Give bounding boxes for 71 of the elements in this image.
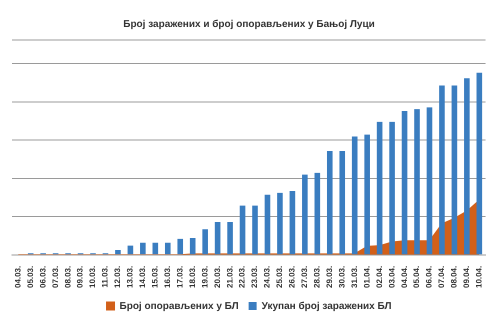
bar bbox=[164, 242, 171, 254]
bar bbox=[140, 242, 146, 254]
x-tick-label: 01.04. bbox=[362, 266, 372, 288]
x-tick-label: 04.03. bbox=[13, 266, 22, 288]
bar bbox=[190, 238, 196, 254]
bar bbox=[264, 194, 270, 254]
bar bbox=[252, 206, 258, 254]
bar bbox=[115, 250, 121, 254]
x-tick-label: 22.03. bbox=[238, 266, 247, 288]
x-tick-label: 31.03. bbox=[350, 266, 359, 288]
bar bbox=[290, 191, 296, 254]
x-tick-label: 23.03. bbox=[250, 266, 260, 288]
bar bbox=[389, 122, 395, 254]
x-tick-label: 29.03. bbox=[324, 266, 334, 288]
x-tick-label: 21.03. bbox=[225, 266, 234, 288]
x-tick-label: 18.03. bbox=[188, 266, 197, 288]
bar bbox=[314, 172, 320, 254]
x-tick-label: 14.03. bbox=[138, 266, 148, 288]
x-tick-label: 09.03. bbox=[76, 266, 85, 288]
bar bbox=[240, 206, 246, 254]
bar bbox=[426, 107, 432, 254]
x-tick-label: 07.04. bbox=[437, 266, 446, 288]
bar bbox=[277, 192, 283, 254]
bar bbox=[214, 222, 220, 254]
x-tick-label: 04.04. bbox=[400, 266, 409, 288]
bar bbox=[452, 86, 458, 254]
x-tick-label: 07.03. bbox=[50, 266, 60, 288]
x-tick-label: 02.04. bbox=[374, 266, 384, 288]
x-tick-label: 17.03. bbox=[175, 266, 184, 288]
x-tick-label: 05.03. bbox=[26, 266, 35, 288]
x-tick-label: 20.03. bbox=[212, 266, 222, 288]
x-tick-label: 24.03. bbox=[262, 266, 272, 288]
bar bbox=[177, 238, 184, 254]
bar bbox=[352, 136, 358, 254]
x-tick-label: 25.03. bbox=[275, 266, 284, 288]
x-tick-label: 26.03. bbox=[288, 266, 297, 288]
bar bbox=[326, 151, 333, 254]
chart-title: Број заражених и број опорављених у Бањој Луци bbox=[123, 18, 375, 30]
bar bbox=[339, 151, 346, 254]
bar bbox=[302, 174, 308, 254]
x-tick-label: 08.04. bbox=[450, 266, 459, 288]
bar bbox=[376, 122, 382, 254]
x-tick-label: 09.04. bbox=[462, 266, 472, 288]
x-tick-label: 27.03. bbox=[300, 266, 310, 288]
bar bbox=[402, 110, 408, 254]
x-tick-label: 05.04. bbox=[412, 266, 422, 288]
bar bbox=[439, 86, 445, 254]
x-tick-label: 11.03. bbox=[100, 266, 110, 288]
x-tick-label: 12.03. bbox=[113, 266, 122, 288]
bar bbox=[128, 246, 134, 254]
bar bbox=[414, 109, 420, 254]
x-tick-label: 30.03. bbox=[337, 266, 346, 288]
x-tick-label: 19.03. bbox=[200, 266, 210, 288]
x-tick-label: 16.03. bbox=[162, 266, 172, 288]
x-tick-label: 10.04. bbox=[474, 266, 484, 288]
bar bbox=[364, 134, 370, 254]
bar bbox=[202, 229, 208, 254]
x-tick-label: 28.03. bbox=[312, 266, 322, 288]
x-tick-label: 06.03. bbox=[38, 266, 48, 288]
bar bbox=[464, 78, 470, 254]
x-tick-label: 15.03. bbox=[150, 266, 160, 288]
x-tick-label: 13.03. bbox=[126, 266, 135, 288]
bar bbox=[476, 72, 482, 254]
bar bbox=[152, 242, 158, 254]
legend-label: Укупан број заражених БЛ bbox=[262, 300, 392, 312]
x-tick-label: 10.03. bbox=[88, 266, 98, 288]
x-tick-label: 06.04. bbox=[424, 266, 434, 288]
bar bbox=[227, 222, 233, 254]
x-tick-label: 08.03. bbox=[63, 266, 72, 288]
legend-label: Број опорављених у БЛ bbox=[120, 300, 239, 312]
x-tick-label: 03.04. bbox=[387, 266, 396, 288]
